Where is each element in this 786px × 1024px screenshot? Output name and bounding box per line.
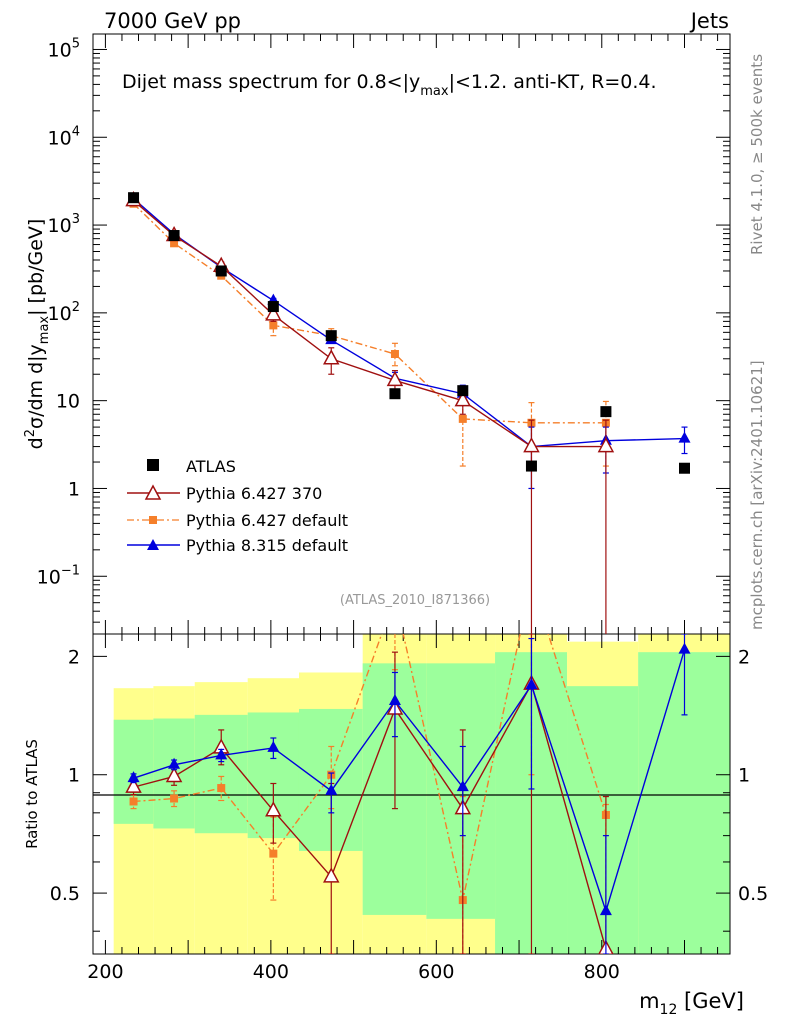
main-py6-370-point <box>454 391 472 407</box>
main-atlas-point <box>128 192 140 204</box>
ratio-y-tick-label: 0.5 <box>50 883 80 905</box>
ratio-py6-default-point <box>217 784 226 793</box>
legend-marker-atlas <box>147 459 159 471</box>
legend-label-atlas: ATLAS <box>186 457 236 476</box>
main-py6-default-point <box>390 349 399 358</box>
main-py6-370-line <box>133 200 606 448</box>
ratio-py6-default-point <box>170 794 179 803</box>
main-py6-370-point <box>386 370 404 387</box>
main-atlas-point <box>267 301 279 313</box>
main-atlas-point <box>600 406 612 418</box>
ratio-py6-default-point <box>129 797 138 806</box>
main-py6-370-point <box>265 305 282 321</box>
ratio-y-tick-label: 1 <box>68 765 80 787</box>
legend-marker-py6-default <box>149 516 157 524</box>
ratio-y-label: Ratio to ATLAS <box>23 739 41 849</box>
ratio-py8-point <box>456 780 469 792</box>
ratio-py8-point <box>678 642 691 654</box>
ratio-py6-370-point <box>125 777 142 793</box>
ratio-y-tick-label-right: 2 <box>738 646 750 668</box>
uncertainty-bands <box>113 634 730 954</box>
legend-marker-py8 <box>147 539 159 550</box>
header-jets: Jets <box>689 9 729 33</box>
legend-marker-py6-370 <box>144 484 162 500</box>
legend-label-py6-default: Pythia 6.427 default <box>186 511 348 530</box>
main-py8-point <box>678 431 691 443</box>
main-atlas-point <box>325 330 337 342</box>
main-y-tick-label: 105 <box>48 36 80 61</box>
ratio-y-tick-label-right: 0.5 <box>738 883 768 905</box>
ratio-py8-point <box>215 748 228 760</box>
x-tick-label: 400 <box>253 961 289 983</box>
main-y-tick-label: 10 <box>56 391 80 413</box>
inner-band-8 <box>567 686 639 954</box>
ratio-py8-point <box>267 740 280 752</box>
x-axis-label: m12 [GeV] <box>639 989 744 1018</box>
main-atlas-point <box>525 460 537 472</box>
main-y-label: d2σ/dm d|ymax| [pb/GeV] <box>23 219 52 450</box>
chart-title: Dijet mass spectrum for 0.8<|ymax|<1.2. … <box>122 71 657 99</box>
ratio-py6-370-point <box>265 801 282 817</box>
main-py6-370-point <box>597 436 615 453</box>
main-atlas-point <box>168 230 180 242</box>
legend-label-py8: Pythia 8.315 default <box>186 536 348 555</box>
analysis-id: (ATLAS_2010_I871366) <box>340 593 490 608</box>
legend: ATLAS Pythia 6.427 370 Pythia 6.427 defa… <box>127 457 348 555</box>
main-y-tick-label: 102 <box>48 300 80 325</box>
x-tick-label: 800 <box>584 961 620 983</box>
ratio-py6-370-point <box>165 766 183 783</box>
ratio-py8-point <box>599 904 612 916</box>
ratio-py6-370-point <box>322 867 340 883</box>
ratio-py8-point <box>388 694 401 706</box>
ratio-py8-point <box>525 678 538 690</box>
main-py6-default-point <box>170 239 179 248</box>
main-py6-370-point <box>322 349 340 365</box>
main-atlas-point <box>215 265 227 277</box>
main-atlas-point <box>389 388 401 400</box>
main-y-tick-label: 1 <box>68 478 80 500</box>
main-py6-default-point <box>458 414 467 423</box>
ratio-y-tick-label: 2 <box>68 646 80 668</box>
main-y-tick-label: 103 <box>48 212 80 237</box>
ratio-data-layer <box>125 634 691 954</box>
ratio-y-axis: 0.5 0.5 1 1 2 2 <box>50 646 768 932</box>
ratio-py6-default-point <box>269 849 278 858</box>
legend-label-py6-370: Pythia 6.427 370 <box>186 484 322 503</box>
main-y-tick-label: 10−1 <box>37 563 80 588</box>
main-py6-default-point <box>269 321 278 330</box>
ratio-y-tick-label-right: 1 <box>738 765 750 787</box>
x-tick-label: 600 <box>418 961 454 983</box>
x-tick-label: 200 <box>87 961 123 983</box>
ratio-py8-point <box>127 771 140 783</box>
header-energy: 7000 GeV pp <box>104 9 241 33</box>
rivet-version-text: Rivet 4.1.0, ≥ 500k events <box>748 54 766 255</box>
ratio-py8-line <box>133 649 686 914</box>
main-y-tick-label: 104 <box>48 124 80 149</box>
ratio-plot-frame <box>92 633 731 955</box>
x-axis: 200 400 600 800 <box>87 34 719 983</box>
main-py6-default-line <box>133 203 606 424</box>
ratio-py8-point <box>325 783 338 795</box>
main-atlas-point <box>457 385 469 397</box>
ratio-py8-point <box>168 757 181 769</box>
mcplots-reference-text: mcplots.cern.ch [arXiv:2401.10621] <box>748 360 766 630</box>
main-py6-370-point <box>523 436 540 453</box>
main-atlas-point <box>679 462 690 474</box>
main-data-layer <box>125 191 691 634</box>
